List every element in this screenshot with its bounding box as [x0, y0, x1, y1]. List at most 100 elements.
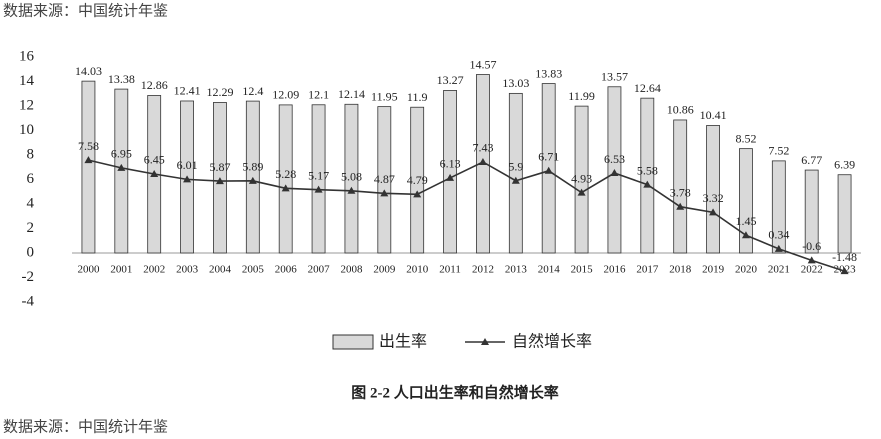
bar-value-label: 11.9 — [407, 90, 428, 104]
line-marker — [117, 163, 126, 171]
x-tick-label: 2001 — [110, 264, 132, 276]
line-marker — [183, 175, 192, 183]
bar-value-label: 14.03 — [75, 64, 102, 78]
line-marker — [150, 169, 159, 177]
bar-value-label: 6.39 — [834, 157, 855, 171]
bar-value-label: 12.1 — [308, 88, 329, 102]
x-tick-label: 2019 — [702, 264, 725, 276]
bar-value-label: 10.86 — [667, 103, 694, 117]
line-value-label: 7.43 — [472, 141, 493, 155]
bar — [278, 104, 293, 254]
bar — [344, 103, 359, 254]
bar — [114, 88, 129, 254]
y-tick-label: 16 — [19, 48, 35, 64]
bar-value-label: 13.03 — [502, 76, 529, 90]
line-marker — [544, 166, 553, 174]
y-tick-label: 14 — [19, 73, 35, 89]
line-marker — [84, 156, 93, 164]
bar-value-label: 12.64 — [634, 81, 661, 95]
bar-value-label: 11.99 — [568, 89, 595, 103]
x-tick-label: 2013 — [505, 264, 528, 276]
line-value-label: 4.93 — [571, 171, 592, 185]
source-bottom: 数据来源：中国统计年鉴 — [3, 418, 168, 435]
bar-value-label: 13.38 — [108, 72, 135, 86]
line-value-label: 6.13 — [440, 157, 461, 171]
bar — [508, 92, 523, 254]
y-tick-label: -2 — [22, 269, 35, 285]
line-value-label: 7.58 — [78, 139, 99, 153]
bar — [706, 125, 720, 254]
x-tick-label: 2009 — [373, 264, 396, 276]
bar — [311, 104, 326, 254]
bar-value-label: 8.52 — [735, 131, 756, 145]
line-marker — [215, 177, 224, 185]
legend-marker — [481, 338, 489, 345]
y-tick-label: 12 — [19, 97, 34, 113]
line-marker — [577, 188, 586, 196]
bar — [804, 169, 819, 254]
line-marker — [774, 244, 783, 252]
bar-value-label: 6.77 — [801, 153, 822, 167]
bar — [443, 90, 457, 254]
line-marker — [610, 169, 619, 177]
bar-value-label: 12.09 — [272, 88, 299, 102]
line-value-label: 6.45 — [144, 153, 165, 167]
line-value-label: 6.53 — [604, 152, 625, 166]
line-value-label: 5.9 — [508, 159, 523, 173]
line-value-label: -1.48 — [832, 250, 857, 264]
bar — [377, 106, 392, 254]
line-marker — [643, 180, 652, 188]
line-value-label: 3.32 — [703, 191, 724, 205]
y-tick-label: 6 — [27, 171, 35, 187]
y-tick-label: 2 — [27, 220, 35, 236]
bar-value-label: 10.41 — [700, 108, 727, 122]
line-marker — [281, 184, 290, 192]
source-top: 数据来源：中国统计年鉴 — [3, 2, 168, 19]
bar-value-label: 12.29 — [206, 85, 233, 99]
x-tick-label: 2000 — [77, 264, 100, 276]
line-marker — [807, 256, 816, 264]
bar-value-label: 13.83 — [535, 66, 562, 80]
bar-value-label: 12.4 — [242, 84, 263, 98]
chart-title: 图 2-2 人口出生率和自然增长率 — [351, 383, 559, 401]
line-value-label: 6.95 — [111, 147, 132, 161]
bar — [673, 119, 688, 254]
line-value-label: 5.28 — [275, 167, 296, 181]
x-tick-label: 2021 — [768, 264, 790, 276]
x-tick-label: 2005 — [242, 264, 265, 276]
line-value-label: 5.89 — [242, 160, 263, 174]
bar-value-label: 11.95 — [371, 89, 398, 103]
line-value-label: 5.87 — [209, 160, 230, 174]
line-marker — [347, 186, 356, 194]
x-tick-label: 2012 — [472, 264, 494, 276]
bar — [771, 160, 786, 254]
line-value-label: 6.01 — [177, 158, 198, 172]
y-tick-label: 10 — [19, 122, 34, 138]
legend-label: 自然增长率 — [512, 333, 592, 351]
line-marker — [446, 173, 455, 181]
x-tick-label: 2015 — [571, 264, 594, 276]
bar-value-label: 13.27 — [437, 73, 464, 87]
line-value-label: 6.71 — [538, 150, 559, 164]
line-marker — [248, 176, 257, 184]
y-tick-label: 0 — [27, 244, 35, 260]
x-tick-label: 2003 — [176, 264, 199, 276]
x-tick-label: 2014 — [538, 264, 561, 276]
line-marker — [840, 267, 849, 275]
x-tick-label: 2004 — [209, 264, 232, 276]
bar — [574, 105, 589, 254]
x-tick-label: 2016 — [603, 264, 626, 276]
line-marker — [741, 231, 750, 239]
bar-value-label: 12.86 — [141, 78, 168, 92]
x-tick-label: 2022 — [801, 264, 823, 276]
line-marker — [314, 185, 323, 193]
bar — [739, 148, 753, 254]
line-marker — [511, 176, 520, 184]
x-tick-label: 2020 — [735, 264, 758, 276]
x-tick-label: 2010 — [406, 264, 429, 276]
x-tick-label: 2007 — [308, 264, 331, 276]
growth-line — [88, 159, 845, 272]
line-value-label: 5.08 — [341, 170, 362, 184]
line-value-label: 0.34 — [768, 228, 789, 242]
